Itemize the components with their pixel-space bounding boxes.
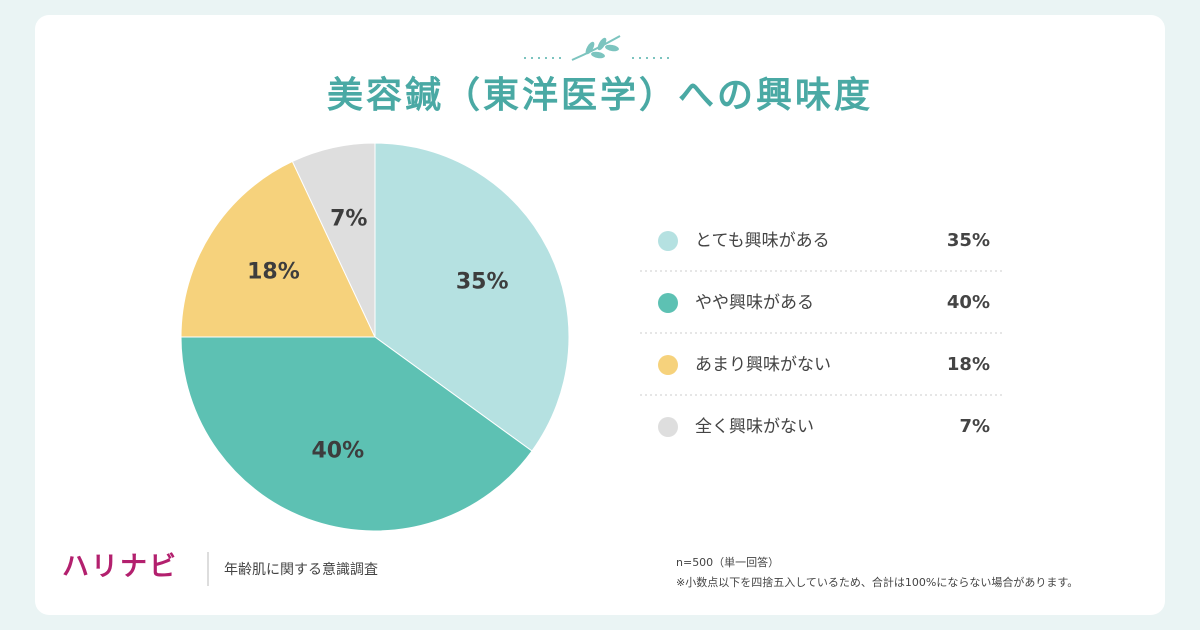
legend-label: やや興味がある — [695, 293, 814, 313]
legend-swatch — [658, 355, 678, 375]
pie-slice — [374, 142, 570, 452]
slice-label: 18% — [247, 260, 300, 285]
slice-label: 7% — [330, 207, 367, 232]
legend: とても興味がある 35% やや興味がある 40% あまり興味がない 18% 全く興味がない 7… — [640, 230, 1002, 437]
pie-slice — [180, 160, 376, 338]
slice-label: 35% — [456, 269, 509, 294]
legend-swatch — [658, 293, 678, 313]
footnote: ※小数点以下を四捨五入しているため、合計は100%にならない場合があります。 — [676, 575, 1078, 589]
slice-label: 40% — [311, 438, 364, 463]
pie-slice — [180, 336, 533, 532]
legend-label: あまり興味がない — [695, 355, 831, 375]
legend-swatch — [658, 417, 678, 437]
legend-value: 40% — [947, 292, 990, 313]
chart-title: 美容鍼（東洋医学）への興味度 — [327, 74, 873, 116]
legend-value: 35% — [947, 230, 990, 251]
legend-label: とても興味がある — [695, 231, 830, 251]
legend-label: 全く興味がない — [695, 417, 814, 437]
legend-value: 7% — [959, 416, 990, 437]
legend-swatch — [658, 231, 678, 251]
brand-logo: ハリナビ — [62, 552, 178, 583]
pie: 35% 40% 18% 7% — [180, 142, 570, 532]
survey-name: 年齢肌に関する意識調査 — [224, 561, 378, 578]
title-ornament — [524, 35, 674, 61]
sample-note: n=500（単一回答） — [676, 555, 779, 569]
pie-slice — [291, 142, 376, 338]
legend-value: 18% — [947, 354, 990, 375]
